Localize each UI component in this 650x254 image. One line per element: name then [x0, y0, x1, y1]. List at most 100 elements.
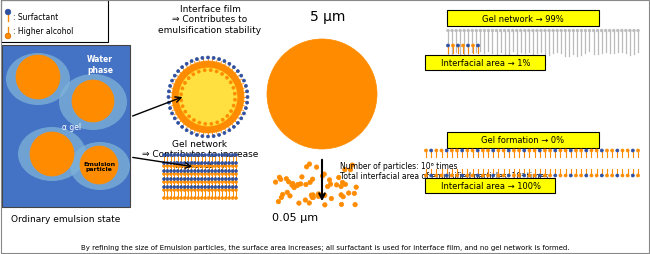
Circle shape	[284, 177, 289, 181]
Circle shape	[180, 197, 183, 200]
Circle shape	[200, 154, 203, 157]
Circle shape	[491, 149, 495, 152]
Circle shape	[170, 162, 172, 165]
Circle shape	[173, 173, 176, 176]
Circle shape	[214, 173, 217, 176]
Circle shape	[435, 149, 438, 152]
Circle shape	[461, 174, 463, 177]
Circle shape	[180, 154, 183, 157]
Circle shape	[196, 134, 198, 137]
Circle shape	[16, 56, 60, 100]
Circle shape	[162, 186, 165, 189]
Circle shape	[584, 30, 587, 33]
Circle shape	[543, 174, 547, 177]
Circle shape	[220, 73, 224, 76]
Circle shape	[292, 186, 296, 190]
Circle shape	[176, 197, 179, 200]
Circle shape	[221, 154, 224, 157]
Circle shape	[5, 34, 11, 40]
Circle shape	[235, 197, 237, 200]
Circle shape	[200, 186, 203, 189]
Circle shape	[231, 162, 234, 165]
Circle shape	[196, 58, 198, 61]
Circle shape	[170, 113, 174, 116]
Circle shape	[636, 174, 640, 177]
Text: Number of particles: 10⁶ times
Total interfacial area of emulsified particles: 1: Number of particles: 10⁶ times Total int…	[340, 161, 548, 181]
Circle shape	[170, 186, 172, 189]
Circle shape	[187, 173, 189, 176]
Circle shape	[590, 149, 593, 152]
Circle shape	[216, 121, 219, 124]
Circle shape	[177, 122, 179, 125]
Circle shape	[218, 58, 220, 61]
Circle shape	[616, 149, 619, 152]
FancyBboxPatch shape	[1, 1, 108, 43]
Circle shape	[227, 165, 231, 168]
Circle shape	[190, 165, 193, 168]
Circle shape	[621, 149, 624, 152]
Circle shape	[203, 170, 207, 173]
Circle shape	[564, 174, 567, 177]
Circle shape	[235, 181, 237, 184]
Circle shape	[176, 178, 179, 181]
Circle shape	[173, 181, 176, 184]
Circle shape	[227, 186, 231, 189]
Circle shape	[162, 162, 165, 165]
Circle shape	[224, 170, 227, 173]
Circle shape	[487, 174, 489, 177]
Circle shape	[536, 30, 538, 33]
Circle shape	[440, 174, 443, 177]
Circle shape	[435, 174, 438, 177]
Circle shape	[596, 30, 599, 33]
Circle shape	[187, 181, 189, 184]
Circle shape	[231, 181, 234, 184]
Text: : Higher alcohol: : Higher alcohol	[13, 27, 73, 36]
Circle shape	[176, 186, 179, 189]
Circle shape	[328, 182, 333, 187]
Circle shape	[350, 163, 354, 168]
Circle shape	[207, 178, 210, 181]
Circle shape	[290, 183, 294, 187]
Circle shape	[170, 80, 174, 83]
Text: Water
phase: Water phase	[87, 55, 113, 74]
Circle shape	[231, 154, 234, 157]
Circle shape	[201, 135, 204, 138]
Circle shape	[590, 174, 593, 177]
Circle shape	[200, 165, 203, 168]
FancyBboxPatch shape	[447, 11, 599, 27]
Circle shape	[348, 168, 353, 172]
Text: Ordinary emulsion state: Ordinary emulsion state	[11, 215, 121, 224]
Circle shape	[227, 162, 231, 165]
Circle shape	[328, 178, 332, 182]
Circle shape	[307, 162, 311, 167]
Circle shape	[227, 178, 231, 181]
Circle shape	[231, 197, 234, 200]
Circle shape	[218, 181, 220, 184]
Circle shape	[200, 181, 203, 184]
Circle shape	[224, 165, 227, 168]
Circle shape	[180, 165, 183, 168]
Circle shape	[194, 189, 196, 192]
Circle shape	[352, 192, 356, 196]
Circle shape	[538, 149, 541, 152]
Circle shape	[507, 149, 510, 152]
Circle shape	[235, 170, 237, 173]
Circle shape	[543, 30, 546, 33]
Circle shape	[179, 69, 237, 126]
Circle shape	[533, 149, 536, 152]
Circle shape	[168, 107, 172, 110]
Circle shape	[179, 93, 183, 97]
Circle shape	[211, 178, 213, 181]
Circle shape	[162, 181, 165, 184]
Circle shape	[517, 149, 521, 152]
Circle shape	[585, 174, 588, 177]
Circle shape	[224, 173, 227, 176]
Circle shape	[452, 45, 454, 48]
Circle shape	[322, 172, 326, 177]
Circle shape	[588, 30, 591, 33]
Circle shape	[277, 176, 281, 180]
Circle shape	[211, 154, 213, 157]
Circle shape	[221, 173, 224, 176]
Circle shape	[564, 30, 567, 33]
Circle shape	[231, 165, 234, 168]
